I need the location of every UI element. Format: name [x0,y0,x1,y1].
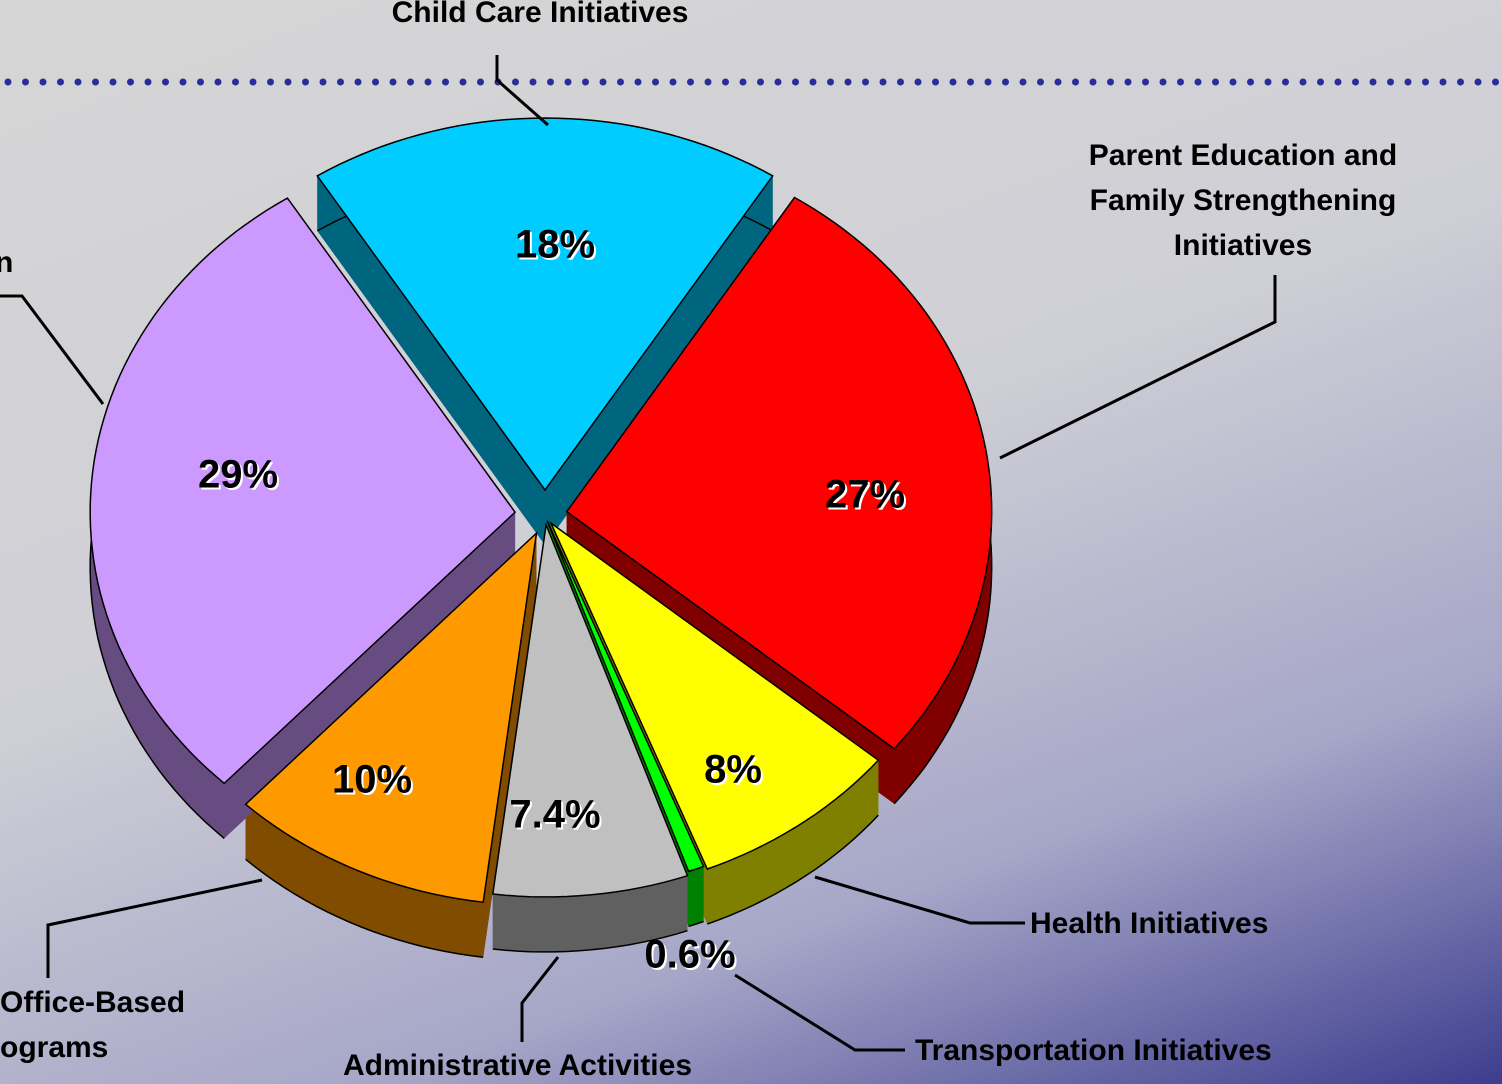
category-label: Child Care Initiatives [391,0,689,29]
slice [546,520,705,873]
value-label: 18% [514,222,596,267]
side-face [245,804,484,958]
callout-line [495,55,549,127]
slice-outline [245,858,484,958]
side-face [688,866,704,927]
callout-lines [0,55,1277,1052]
value-label: 10% [331,757,413,802]
side-face [483,533,537,958]
callout-line [46,878,263,978]
value-label: 27% [824,472,906,517]
slice-outline [492,929,688,953]
callout-line [814,875,1025,925]
value-label: 0.6% [644,932,736,977]
side-face [707,760,879,924]
slice-outline [688,920,704,928]
category-label: Office-Based ograms [0,986,186,1064]
slice-outline [707,814,879,925]
slice [491,522,689,898]
slice [244,531,538,904]
value-label: 7.4% [509,792,601,837]
side-face [317,175,545,545]
category-label: Transportation Initiatives [915,1034,1272,1067]
callout-line [734,973,905,1052]
callout-line [0,294,105,405]
slice [316,117,774,492]
category-label: Administrative Activities [343,1049,692,1082]
category-label: Parent Education and Family Strengthenin… [1088,139,1398,262]
callout-line [999,275,1277,460]
category-label: n [0,246,14,279]
slice [549,520,880,870]
callout-line [520,956,560,1042]
slice [89,197,517,785]
side-face [545,175,773,545]
value-label: 29% [197,452,279,497]
side-face [492,875,688,952]
value-label: 8% [704,747,762,792]
slice [565,196,993,750]
category-label: Health Initiatives [1030,907,1269,940]
